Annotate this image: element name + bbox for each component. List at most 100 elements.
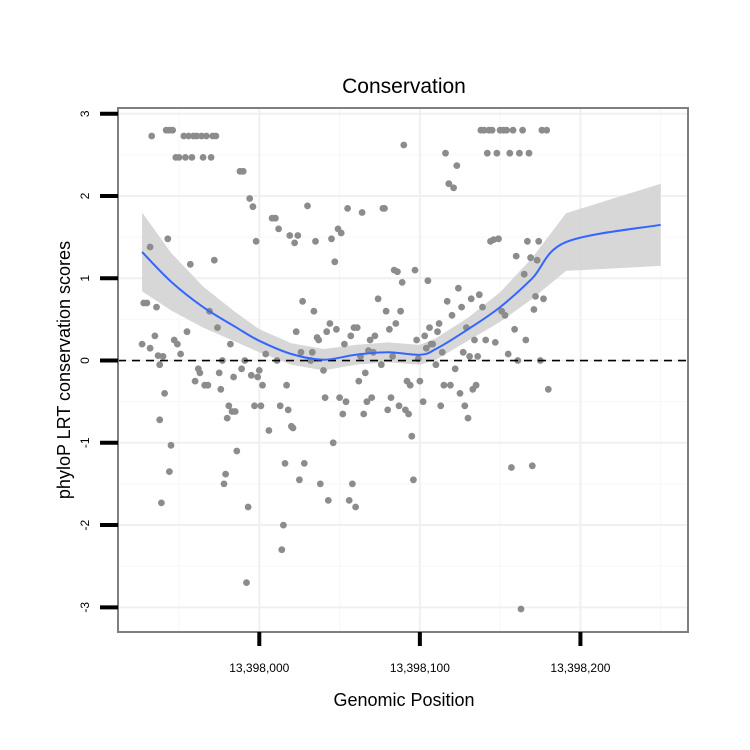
data-point (210, 256, 218, 264)
data-point (443, 297, 451, 305)
data-point (368, 394, 376, 401)
data-point (231, 408, 239, 415)
data-point (222, 470, 230, 478)
data-point (215, 369, 223, 377)
data-point (482, 336, 490, 344)
data-point (156, 416, 164, 424)
data-point (316, 480, 324, 488)
data-point (352, 503, 359, 511)
data-point (239, 167, 247, 175)
y-tick-label: 3 (78, 110, 92, 117)
data-point (156, 361, 164, 369)
data-point (310, 307, 318, 315)
data-point (252, 237, 260, 245)
data-point (257, 402, 265, 410)
data-point (504, 350, 512, 358)
plot-border (117, 107, 689, 633)
data-point (501, 311, 509, 319)
chart-title: Conservation (342, 75, 466, 98)
data-point (246, 195, 254, 202)
data-point (471, 336, 478, 344)
data-point (220, 480, 228, 488)
data-point (450, 184, 457, 192)
data-point (472, 381, 480, 389)
data-point (341, 340, 348, 348)
data-point (289, 424, 297, 432)
data-point (336, 394, 343, 401)
data-point (230, 373, 238, 381)
data-point (308, 348, 316, 356)
data-point (424, 277, 432, 285)
data-point (169, 126, 177, 134)
data-point (381, 205, 388, 212)
data-point (516, 149, 523, 157)
x-axis-ticks: 13,398,000 13,398,100 13,398,200 (229, 632, 611, 675)
data-point (315, 336, 323, 344)
data-point (535, 237, 543, 245)
data-point (413, 336, 420, 344)
data-point (503, 126, 510, 134)
confidence-ribbon (142, 183, 661, 371)
data-point (323, 328, 331, 336)
y-tick-label: 1 (78, 275, 92, 282)
data-point (451, 365, 459, 373)
data-point (196, 369, 204, 377)
data-point (533, 256, 541, 264)
data-point (326, 320, 334, 327)
data-point (453, 162, 461, 170)
data-point (461, 402, 469, 410)
data-point (406, 381, 414, 389)
y-axis-label: phyloP LRT conservation scores (54, 241, 74, 499)
data-point (255, 367, 263, 374)
data-point (382, 307, 390, 315)
data-point (442, 149, 449, 157)
data-point (207, 154, 215, 161)
data-point (339, 410, 347, 418)
data-point (538, 126, 546, 134)
data-point (345, 497, 353, 504)
data-point (517, 605, 525, 613)
data-point (355, 377, 363, 385)
data-point (254, 373, 262, 381)
data-point (448, 311, 456, 319)
data-point (188, 154, 196, 161)
data-point (151, 332, 159, 340)
data-point (464, 414, 472, 422)
data-point (387, 394, 395, 401)
data-point (276, 402, 284, 410)
data-point (159, 353, 167, 360)
data-point (377, 361, 385, 369)
data-point (247, 371, 255, 379)
data-point (491, 339, 499, 346)
data-point (291, 239, 298, 247)
data-point (333, 325, 340, 333)
data-point (238, 365, 246, 373)
data-point (294, 232, 302, 239)
data-point (202, 132, 210, 140)
data-point (191, 377, 199, 385)
x-axis-label: Genomic Position (333, 690, 474, 710)
data-point (506, 149, 514, 157)
data-point (185, 132, 193, 140)
data-point (493, 149, 501, 157)
data-point (182, 154, 189, 161)
data-point (361, 369, 369, 377)
data-point (265, 427, 273, 434)
data-point (283, 381, 290, 389)
data-point (272, 214, 279, 222)
data-point (193, 132, 201, 140)
data-point (329, 439, 337, 447)
data-point (166, 468, 173, 475)
x-tick-label: 13,398,100 (390, 661, 450, 675)
data-point (528, 462, 536, 470)
data-point (353, 324, 361, 331)
data-point (410, 476, 417, 484)
data-point (344, 205, 351, 212)
data-point (167, 441, 175, 449)
data-point (398, 279, 406, 286)
data-point (422, 344, 430, 352)
data-point (392, 320, 400, 327)
data-point (540, 295, 547, 303)
data-point (347, 332, 355, 340)
data-point (366, 336, 374, 344)
